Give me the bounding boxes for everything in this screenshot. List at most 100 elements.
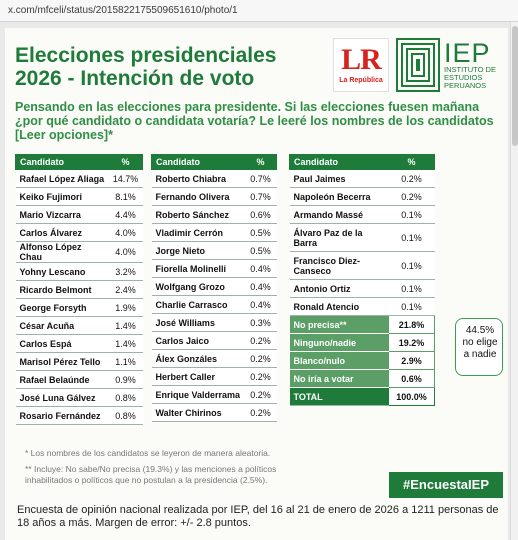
candidate-name: José Luna Gálvez <box>15 388 109 407</box>
table-row: Walter Chirinos 0.2% <box>151 403 277 422</box>
candidate-name: Fiorella Molinelli <box>151 259 245 278</box>
infographic-title: Elecciones presidenciales 2026 - Intenci… <box>15 44 276 90</box>
url-text[interactable]: x.com/mfceli/status/2015822175509651610/… <box>8 5 238 16</box>
table-row: Carlos Espá 1.4% <box>15 334 143 353</box>
title-line-1: Elecciones presidenciales <box>15 44 277 67</box>
candidate-name: Vladimir Cerrón <box>151 223 245 242</box>
page-scrollbar[interactable] <box>510 22 518 540</box>
candidate-percent: 0.7% <box>244 169 277 188</box>
candidates-table-3: Candidato % Paul Jaimes 0.2% Napoleón Bece… <box>289 154 435 406</box>
header-candidate: Candidato <box>151 154 245 170</box>
candidate-name: Ricardo Belmont <box>15 280 109 299</box>
candidate-percent: 1.4% <box>108 334 143 353</box>
candidate-name: No precisa** <box>289 315 389 334</box>
footnote-1: * Los nombres de los candidatos se leyer… <box>25 448 271 458</box>
candidate-name: Ninguno/nadie <box>289 333 389 352</box>
candidate-percent: 0.2% <box>244 349 277 368</box>
candidate-percent: 0.8% <box>108 388 143 407</box>
header-candidate: Candidato <box>15 154 109 170</box>
scrollbar-thumb[interactable] <box>512 26 518 146</box>
candidate-percent: 19.2% <box>388 333 435 352</box>
table-row: José Williams 0.3% <box>151 313 277 332</box>
candidate-name: Roberto Chiabra <box>151 169 245 188</box>
candidate-name: Enrique Valderrama <box>151 385 245 404</box>
candidate-percent: 1.1% <box>108 352 143 371</box>
survey-methodology-footer: Encuesta de opinión nacional realizada p… <box>17 504 499 529</box>
table-2-body: Roberto Chiabra 0.7% Fernando Olivera 0.7% R… <box>151 169 277 422</box>
candidate-name: Antonio Ortiz <box>289 279 389 298</box>
candidate-percent: 0.4% <box>244 295 277 314</box>
candidate-percent: 4.0% <box>108 223 143 242</box>
table-header-row: Candidato % <box>151 154 277 170</box>
footnote-2: ** Incluye: No sabe/No precisa (19.3%) y… <box>25 464 277 485</box>
candidate-name: Charlie Carrasco <box>151 295 245 314</box>
callout-percent: 44.5% <box>465 325 495 336</box>
table-row: Roberto Chiabra 0.7% <box>151 169 277 188</box>
candidate-percent: 0.1% <box>388 205 435 224</box>
total-label: TOTAL <box>289 387 389 406</box>
candidate-percent: 2.9% <box>388 351 435 370</box>
candidate-name: Paul Jaimes <box>289 169 389 188</box>
candidates-table-1: Candidato % Rafael López Aliaga 14.7% Keik… <box>15 154 143 425</box>
table-row: Enrique Valderrama 0.2% <box>151 385 277 404</box>
table-row: Wolfgang Grozo 0.4% <box>151 277 277 296</box>
candidates-table-2: Candidato % Roberto Chiabra 0.7% Fernando … <box>151 154 277 422</box>
candidate-percent: 14.7% <box>108 169 143 188</box>
callout-line-3: a nadie <box>463 349 497 360</box>
candidate-name: Rafael Belaúnde <box>15 370 109 389</box>
iep-logo-mark-icon <box>396 38 440 92</box>
candidate-percent: 0.2% <box>388 169 435 188</box>
header-percent: % <box>388 154 435 170</box>
candidate-percent: 0.1% <box>388 297 435 316</box>
candidate-name: Álex Gonzáles <box>151 349 245 368</box>
table-row: César Acuña 1.4% <box>15 316 143 335</box>
candidate-name: Marisol Pérez Tello <box>15 352 109 371</box>
candidate-percent: 0.2% <box>244 403 277 422</box>
table-row: Keiko Fujimori 8.1% <box>15 187 143 206</box>
title-line-2: 2026 - Intención de voto <box>15 67 255 90</box>
table-header-row: Candidato % <box>289 154 435 170</box>
table-row: José Luna Gálvez 0.8% <box>15 388 143 407</box>
table-row: Carlos Álvarez 4.0% <box>15 223 143 242</box>
candidate-percent: 1.4% <box>108 316 143 335</box>
no-choice-callout: 44.5% no elige a nadie <box>455 318 503 376</box>
table-row: Roberto Sánchez 0.6% <box>151 205 277 224</box>
total-row: TOTAL 100.0% <box>289 387 435 406</box>
table-row: Fernando Olivera 0.7% <box>151 187 277 206</box>
candidate-percent: 0.2% <box>244 385 277 404</box>
candidate-percent: 4.0% <box>108 241 143 263</box>
candidate-name: Jorge Nieto <box>151 241 245 260</box>
candidate-name: Álvaro Paz de la Barra <box>289 223 389 252</box>
candidate-name: Francisco Diez-Canseco <box>289 251 389 280</box>
hashtag-badge: #EncuestaIEP <box>389 472 503 498</box>
no-choice-callout-text: 44.5% no elige a nadie <box>456 325 504 361</box>
table-row: Jorge Nieto 0.5% <box>151 241 277 260</box>
header-percent: % <box>244 154 277 170</box>
candidate-percent: 2.4% <box>108 280 143 299</box>
la-republica-logo: LR La República <box>333 38 389 92</box>
candidate-percent: 0.4% <box>244 277 277 296</box>
lr-logo-letters: LR <box>341 43 382 76</box>
table-row: George Forsyth 1.9% <box>15 298 143 317</box>
candidate-name: Blanco/nulo <box>289 351 389 370</box>
browser-url-bar[interactable]: x.com/mfceli/status/2015822175509651610/… <box>0 0 518 22</box>
candidate-name: Carlos Álvarez <box>15 223 109 242</box>
candidate-name: José Williams <box>151 313 245 332</box>
candidate-name: Fernando Olivera <box>151 187 245 206</box>
candidate-percent: 8.1% <box>108 187 143 206</box>
candidate-percent: 0.6% <box>244 205 277 224</box>
table-row: Francisco Diez-Canseco 0.1% <box>289 251 435 280</box>
lr-logo-subtitle: La República <box>339 77 383 84</box>
candidate-percent: 0.9% <box>108 370 143 389</box>
table-row: Ninguno/nadie 19.2% <box>289 333 435 352</box>
table-row: Rafael López Aliaga 14.7% <box>15 169 143 188</box>
table-3-body: Paul Jaimes 0.2% Napoleón Becerra 0.2% Arman… <box>289 169 435 406</box>
candidate-name: Alfonso López Chau <box>15 241 109 263</box>
table-row: Vladimir Cerrón 0.5% <box>151 223 277 242</box>
table-row: Herbert Caller 0.2% <box>151 367 277 386</box>
table-row: Charlie Carrasco 0.4% <box>151 295 277 314</box>
table-row: Carlos Jaico 0.2% <box>151 331 277 350</box>
candidate-percent: 1.9% <box>108 298 143 317</box>
candidate-name: Rafael López Aliaga <box>15 169 109 188</box>
candidate-percent: 4.4% <box>108 205 143 224</box>
